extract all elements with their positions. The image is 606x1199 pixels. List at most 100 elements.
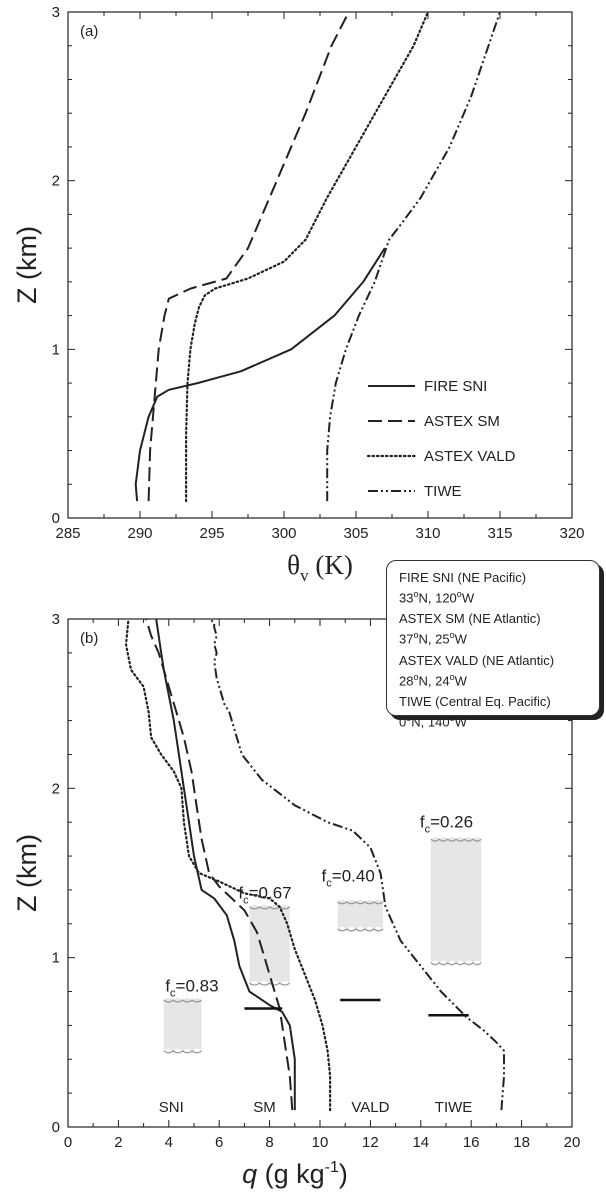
- fc-label-subscript: c: [243, 894, 249, 906]
- site-info-box: FIRE SNI (NE Pacific) 33oN, 120oW ASTEX SM…: [386, 560, 600, 729]
- panel-a: 285 290 295 300 305 310 315 320 0 1 2 3 (a) FIRE SN…: [12, 4, 585, 585]
- panel-b-label: (b): [80, 630, 98, 647]
- case-label: SM: [253, 1099, 276, 1116]
- series-line-fire-sni: [134, 247, 386, 502]
- cloud-top-edge: [163, 999, 202, 1003]
- panel-a-series: [134, 10, 501, 503]
- x-tick-label: 295: [199, 525, 224, 542]
- y-tick-label: 0: [52, 510, 60, 527]
- cloud-bottom-edge: [430, 961, 482, 966]
- fc-label: fc=0.67: [238, 883, 291, 906]
- legend-item-label: ASTEX VALD: [424, 448, 516, 465]
- fc-label-subscript: c: [425, 823, 431, 835]
- y-tick-label: 1: [52, 950, 60, 967]
- x-tick-label: 10: [312, 1134, 329, 1151]
- cloud-bottom-edge: [249, 982, 291, 986]
- y-tick-label: 0: [52, 1119, 60, 1136]
- series-line-astex-vald: [185, 10, 430, 503]
- site-coords: 0oN, 140oW: [399, 712, 467, 730]
- site-entry: TIWE (Central Eq. Pacific) 0oN, 140oW: [399, 693, 599, 730]
- y-tick-label: 1: [52, 341, 60, 358]
- case-label: TIWE: [435, 1099, 473, 1116]
- x-tick-label: 310: [415, 525, 440, 542]
- panel-a-ticks: 285 290 295 300 305 310 315 320 0 1 2 3: [52, 4, 585, 542]
- xlabel-symbol: q: [242, 1159, 257, 1189]
- case-labels: SNI SM VALD TIWE: [159, 1099, 472, 1116]
- cloud-bottom-edge: [337, 928, 384, 932]
- cloud-top-edge: [430, 838, 482, 842]
- xlabel-symbol: θ: [287, 550, 300, 580]
- x-tick-label: 14: [412, 1134, 429, 1151]
- x-tick-label: 8: [265, 1134, 273, 1151]
- x-tick-label: 18: [513, 1134, 530, 1151]
- x-tick-label: 320: [559, 525, 584, 542]
- y-tick-label: 3: [52, 4, 60, 21]
- x-tick-label: 315: [487, 525, 512, 542]
- y-tick-label: 3: [52, 611, 60, 628]
- x-tick-label: 2: [114, 1134, 122, 1151]
- site-entry: ASTEX SM (NE Atlantic) 37oN, 25oW: [399, 610, 599, 647]
- fc-label: fc=0.40: [322, 866, 375, 889]
- x-tick-label: 305: [343, 525, 368, 542]
- fc-label-value: =0.67: [249, 883, 292, 902]
- series-line-vald: [124, 617, 332, 1112]
- panel-b-xlabel: q (g kg-1): [242, 1159, 348, 1189]
- x-tick-label: 6: [215, 1134, 223, 1151]
- panel-a-ylabel: Z (km): [12, 226, 42, 304]
- panel-a-label: (a): [80, 23, 98, 40]
- site-coords: 28oN, 24oW: [399, 671, 467, 688]
- cloud-boxes: [163, 837, 482, 1054]
- fc-label-symbol: f: [322, 866, 327, 885]
- cloud-top-markers: [244, 998, 469, 1017]
- site-entry: FIRE SNI (NE Pacific) 33oN, 120oW: [399, 569, 599, 606]
- x-tick-label: 12: [362, 1134, 379, 1151]
- x-tick-label: 16: [463, 1134, 480, 1151]
- xlabel-close: ): [339, 1159, 348, 1189]
- site-coords: 37oN, 25oW: [399, 630, 467, 647]
- xlabel-subscript: v: [300, 566, 309, 585]
- x-tick-label: 0: [64, 1134, 72, 1151]
- panel-a-xlabel: θv (K): [287, 550, 353, 585]
- legend: FIRE SNI ASTEX SM ASTEX VALD TIWE: [366, 378, 516, 500]
- cloud-box: [430, 837, 482, 963]
- fc-label-symbol: f: [420, 812, 425, 831]
- fc-label-subscript: c: [170, 988, 176, 1000]
- series-line-tiwe: [208, 618, 505, 1111]
- fc-label-symbol: f: [165, 977, 170, 996]
- case-label: VALD: [351, 1099, 389, 1116]
- panel-b-ylabel: Z (km): [12, 834, 42, 912]
- cloud-box: [337, 899, 383, 929]
- x-tick-label: 4: [165, 1134, 173, 1151]
- x-tick-label: 290: [127, 525, 152, 542]
- xlabel-unit: (K): [309, 550, 353, 580]
- cloud-box: [249, 904, 290, 984]
- y-tick-label: 2: [52, 173, 60, 190]
- x-tick-label: 20: [564, 1134, 581, 1151]
- site-name: FIRE SNI (NE Pacific): [399, 570, 527, 585]
- x-tick-label: 300: [271, 525, 296, 542]
- cloud-box: [163, 998, 202, 1051]
- fc-label: fc=0.26: [420, 812, 473, 835]
- site-name: ASTEX VALD (NE Atlantic): [399, 652, 555, 668]
- series-line-sm: [145, 618, 294, 1111]
- legend-item-label: TIWE: [424, 483, 462, 500]
- legend-item-label: FIRE SNI: [424, 378, 487, 395]
- xlabel-exponent: -1: [325, 1159, 339, 1176]
- series-line-astex-sm: [147, 11, 350, 502]
- cloud-bottom-edge: [163, 1050, 202, 1054]
- site-name: TIWE (Central Eq. Pacific): [399, 693, 551, 709]
- site-name: ASTEX SM (NE Atlantic): [399, 611, 541, 627]
- fc-label-symbol: f: [238, 883, 243, 902]
- fc-label-value: =0.83: [176, 977, 219, 996]
- cloud-top-edge: [249, 906, 291, 910]
- fc-label-subscript: c: [326, 877, 332, 889]
- fc-label-value: =0.26: [430, 812, 473, 831]
- legend-item-label: ASTEX SM: [424, 413, 500, 430]
- fc-label: fc=0.83: [165, 977, 218, 1000]
- x-tick-label: 285: [55, 525, 80, 542]
- panel-a-frame: [67, 11, 573, 519]
